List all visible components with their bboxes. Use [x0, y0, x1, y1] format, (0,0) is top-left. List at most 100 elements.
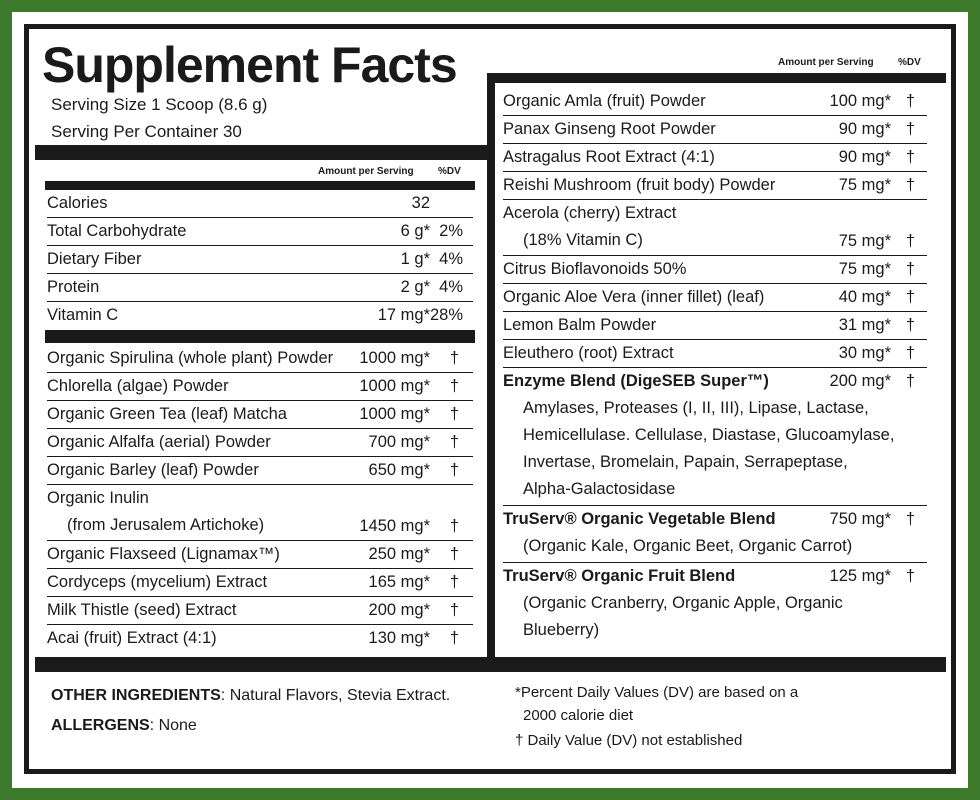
- other-ingredients-label: OTHER INGREDIENTS: [51, 687, 221, 704]
- ingredient-name: Citrus Bioflavonoids 50%: [503, 260, 687, 278]
- ingredient-dv: †: [449, 377, 459, 395]
- ingredient-dv: †: [905, 148, 915, 166]
- table-row: Eleuthero (root) Extract 30 mg* †: [503, 340, 927, 368]
- allergens-value: : None: [149, 717, 197, 734]
- nutrient-table: Calories 32 Total Carbohydrate 6 g* 2% Dietar…: [47, 190, 473, 330]
- table-row: Citrus Bioflavonoids 50% 75 mg* †: [503, 256, 927, 284]
- servings-per-container: Serving Per Container 30: [51, 122, 242, 141]
- ingredient-amount: 1450 mg*: [359, 517, 430, 535]
- table-row: Vitamin C 17 mg* 28%: [47, 302, 473, 330]
- ingredient-name: Lemon Balm Powder: [503, 316, 657, 334]
- ingredient-amount: 6 g*: [400, 222, 430, 240]
- serving-size: Serving Size 1 Scoop (8.6 g): [51, 95, 268, 114]
- allergens: ALLERGENS: None: [51, 717, 197, 735]
- ingredient-name: Organic Aloe Vera (inner fillet) (leaf): [503, 288, 765, 306]
- ingredient-amount: 130 mg*: [368, 629, 430, 647]
- table-row: Panax Ginseng Root Powder 90 mg* †: [503, 116, 927, 144]
- table-row: Organic Amla (fruit) Powder 100 mg* †: [503, 88, 927, 116]
- divider-bar: [45, 181, 475, 190]
- ingredient-amount: 31 mg*: [838, 316, 891, 334]
- ingredient-name: Total Carbohydrate: [47, 222, 187, 240]
- table-row: Chlorella (algae) Powder 1000 mg* †: [47, 373, 473, 401]
- dv-header-right: %DV: [898, 57, 921, 68]
- ingredient-dv: †: [905, 288, 915, 306]
- ingredient-amount: 2 g*: [400, 278, 430, 296]
- ingredient-amount: 32: [411, 194, 430, 212]
- table-row: Calories 32: [47, 190, 473, 218]
- ingredient-dv: †: [905, 232, 915, 250]
- blend-name: TruServ® Organic Vegetable Blend: [503, 510, 776, 528]
- ingredient-name: Acai (fruit) Extract (4:1): [47, 629, 217, 647]
- dv-note-cont: 2000 calorie diet: [523, 707, 634, 724]
- ingredient-name: Organic Alfalfa (aerial) Powder: [47, 433, 271, 451]
- divider-bar: [35, 145, 490, 160]
- blend-amount: 750 mg*: [829, 510, 891, 528]
- other-ingredients: OTHER INGREDIENTS: Natural Flavors, Stev…: [51, 687, 450, 705]
- ingredient-name: Calories: [47, 194, 108, 212]
- amount-header: Amount per Serving: [318, 166, 414, 177]
- ingredient-dv: †: [905, 92, 915, 110]
- ingredient-dv: †: [449, 517, 459, 535]
- ingredient-name: Reishi Mushroom (fruit body) Powder: [503, 176, 776, 194]
- table-row: Reishi Mushroom (fruit body) Powder 75 mg…: [503, 172, 927, 200]
- table-row: Organic Flaxseed (Lignamax™) 250 mg* †: [47, 541, 473, 569]
- ingredient-dv: †: [905, 120, 915, 138]
- ingredient-amount: 100 mg*: [829, 92, 891, 110]
- ingredient-dv: 2%: [439, 222, 463, 240]
- blend-row: TruServ® Organic Vegetable Blend 750 mg* †…: [503, 506, 927, 563]
- ingredient-dv: †: [449, 349, 459, 367]
- blend-amount: 200 mg*: [829, 372, 891, 390]
- ingredient-amount: 1000 mg*: [359, 377, 430, 395]
- ingredient-dv: †: [449, 629, 459, 647]
- blend-detail: (Organic Cranberry, Organic Apple, Organ…: [523, 594, 843, 612]
- ingredient-dv: †: [449, 573, 459, 591]
- page-title: Supplement Facts: [42, 37, 458, 93]
- amount-header-right: Amount per Serving: [778, 57, 874, 68]
- ingredient-amount: 1 g*: [400, 250, 430, 268]
- table-row: Milk Thistle (seed) Extract 200 mg* †: [47, 597, 473, 625]
- ingredient-dv: 4%: [439, 278, 463, 296]
- table-row: Acai (fruit) Extract (4:1) 130 mg* †: [47, 625, 473, 653]
- table-row: Dietary Fiber 1 g* 4%: [47, 246, 473, 274]
- ingredient-dv: †: [449, 601, 459, 619]
- ingredient-dv: †: [449, 433, 459, 451]
- ingredient-name: Organic Green Tea (leaf) Matcha: [47, 405, 287, 423]
- ingredient-amount: 200 mg*: [368, 601, 430, 619]
- ingredient-dv: †: [905, 344, 915, 362]
- ingredient-name: Organic Barley (leaf) Powder: [47, 461, 259, 479]
- table-row: Total Carbohydrate 6 g* 2%: [47, 218, 473, 246]
- blend-detail: Hemicellulase. Cellulase, Diastase, Gluc…: [523, 426, 895, 444]
- table-row: Organic Barley (leaf) Powder 650 mg* †: [47, 457, 473, 485]
- table-row: Organic Inulin (from Jerusalem Artichoke)…: [47, 485, 473, 541]
- table-row: Astragalus Root Extract (4:1) 90 mg* †: [503, 144, 927, 172]
- label-frame: [24, 24, 956, 774]
- ingredient-subname: (from Jerusalem Artichoke): [67, 516, 265, 534]
- divider-bar: [487, 73, 946, 83]
- blend-row: Enzyme Blend (DigeSEB Super™) 200 mg* † Amy…: [503, 368, 927, 506]
- blend-dv: †: [905, 510, 915, 528]
- divider-bar: [35, 657, 946, 672]
- ingredient-amount: 700 mg*: [368, 433, 430, 451]
- table-row: Organic Aloe Vera (inner fillet) (leaf) 4…: [503, 284, 927, 312]
- ingredient-name: Vitamin C: [47, 306, 119, 324]
- ingredient-name: Organic Flaxseed (Lignamax™): [47, 545, 280, 563]
- ingredient-amount: 1000 mg*: [359, 349, 430, 367]
- ingredient-amount: 1000 mg*: [359, 405, 430, 423]
- blend-detail: (Organic Kale, Organic Beet, Organic Car…: [523, 537, 853, 555]
- ingredient-dv: 4%: [439, 250, 463, 268]
- right-ingredient-table: Organic Amla (fruit) Powder 100 mg* † Panax…: [503, 88, 927, 646]
- ingredient-name: Dietary Fiber: [47, 250, 142, 268]
- column-divider: [487, 74, 495, 664]
- blend-name: TruServ® Organic Fruit Blend: [503, 567, 736, 585]
- dagger-note: † Daily Value (DV) not established: [515, 732, 743, 749]
- divider-bar: [45, 330, 475, 343]
- ingredient-amount: 30 mg*: [838, 344, 891, 362]
- ingredient-dv: †: [905, 176, 915, 194]
- table-row: Protein 2 g* 4%: [47, 274, 473, 302]
- ingredient-name: Chlorella (algae) Powder: [47, 377, 229, 395]
- ingredient-name: Organic Spirulina (whole plant) Powder: [47, 349, 334, 367]
- ingredient-dv: †: [449, 545, 459, 563]
- ingredient-dv: 28%: [429, 306, 463, 324]
- ingredient-name: Milk Thistle (seed) Extract: [47, 601, 237, 619]
- ingredient-amount: 40 mg*: [838, 288, 891, 306]
